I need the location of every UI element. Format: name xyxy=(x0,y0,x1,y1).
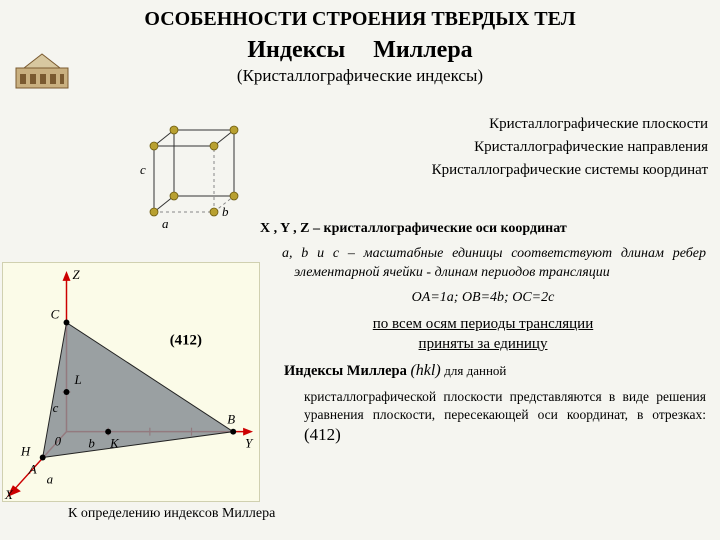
unit-cell-diagram: c b a xyxy=(118,116,258,236)
svg-text:(412): (412) xyxy=(170,332,202,348)
svg-text:c: c xyxy=(53,401,59,415)
svg-text:0: 0 xyxy=(55,435,62,449)
svg-text:H: H xyxy=(20,444,31,458)
miller-sub: кристаллографической плоскости представл… xyxy=(260,388,706,447)
svg-text:C: C xyxy=(51,308,60,322)
subtitle-row: Индексы Миллера xyxy=(0,37,720,64)
svg-text:b: b xyxy=(88,437,95,451)
diagram-caption: К определению индексов Миллера xyxy=(68,506,275,522)
body-text: X , Y , Z – кристаллографические оси коо… xyxy=(260,220,706,453)
svg-text:K: K xyxy=(109,437,120,451)
subtitle-left: Индексы xyxy=(247,37,345,63)
miller-line: Индексы Миллера (hkl) для данной xyxy=(260,360,706,382)
svg-text:L: L xyxy=(73,373,81,387)
svg-text:Y: Y xyxy=(245,437,254,451)
subtitle-paren: (Кристаллографические индексы) xyxy=(0,66,720,86)
cell-label-b: b xyxy=(222,204,229,219)
underline-line: по всем осям периоды трансляцииприняты з… xyxy=(260,314,706,355)
abc-line: a, b и c – масштабные единицы соответств… xyxy=(260,245,706,283)
bullet-lines: Кристаллографические плоскости Кристалло… xyxy=(432,116,708,185)
svg-text:Z: Z xyxy=(72,268,80,282)
equation-line: OA=1a; OB=4b; OC=2c xyxy=(260,289,706,308)
svg-text:A: A xyxy=(28,462,37,476)
miller-3d-diagram: Z Y X 0 C B A H K L a b c (412) xyxy=(2,262,260,502)
cell-label-a: a xyxy=(162,216,169,231)
line-systems: Кристаллографические системы координат xyxy=(432,162,708,179)
cell-label-c: c xyxy=(140,162,146,177)
page-title: ОСОБЕННОСТИ СТРОЕНИЯ ТВЕРДЫХ ТЕЛ xyxy=(0,0,720,31)
axes-line: X , Y , Z – кристаллографические оси коо… xyxy=(260,220,706,239)
subtitle-right: Миллера xyxy=(373,37,472,63)
line-directions: Кристаллографические направления xyxy=(432,139,708,156)
institution-logo xyxy=(14,48,70,92)
line-planes: Кристаллографические плоскости xyxy=(432,116,708,133)
svg-text:X: X xyxy=(4,488,14,501)
svg-text:B: B xyxy=(227,413,235,427)
svg-text:a: a xyxy=(47,472,53,486)
